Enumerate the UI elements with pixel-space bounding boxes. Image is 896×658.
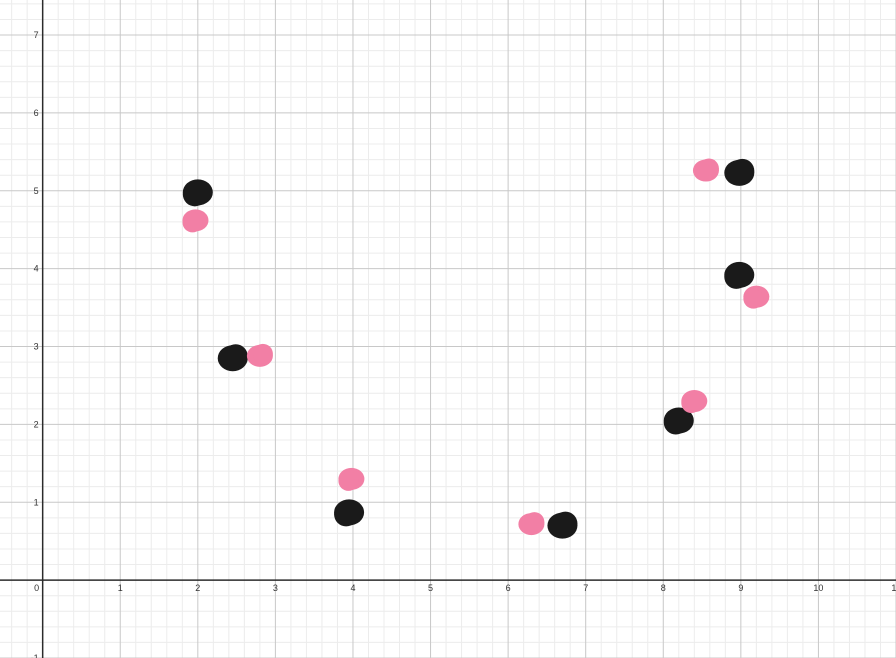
x-tick-label: 10 (813, 583, 823, 593)
pink-point (518, 512, 545, 536)
pink-point (681, 390, 708, 414)
x-tick-label: 2 (195, 583, 200, 593)
y-tick-label: 1 (34, 497, 39, 507)
y-tick-label: 5 (34, 186, 39, 196)
data-points (182, 158, 770, 539)
x-tick-label: 5 (428, 583, 433, 593)
y-tick-label: -1 (31, 653, 39, 658)
black-point (724, 261, 755, 289)
x-tick-label: 8 (661, 583, 666, 593)
y-tick-label: 6 (34, 108, 39, 118)
pink-point (338, 467, 365, 491)
black-point (547, 511, 578, 539)
y-tick-label: 2 (34, 419, 39, 429)
pink-point (692, 158, 719, 182)
tick-labels: 0 1 2 3 4 5 6 7 8 9 10 11 -1 1 2 3 4 5 6 7 (31, 30, 896, 658)
x-tick-label: 1 (118, 583, 123, 593)
x-tick-label: 6 (506, 583, 511, 593)
x-tick-label: 7 (583, 583, 588, 593)
x-tick-label: 0 (34, 583, 39, 593)
pink-point (182, 209, 209, 233)
x-tick-label: 11 (891, 583, 896, 593)
black-point (334, 499, 365, 527)
pink-point (743, 285, 770, 309)
black-point (182, 179, 213, 207)
black-point (217, 344, 248, 372)
x-tick-label: 3 (273, 583, 278, 593)
x-tick-label: 4 (350, 583, 355, 593)
x-tick-label: 9 (738, 583, 743, 593)
y-tick-label: 4 (34, 264, 39, 274)
black-point (724, 158, 755, 186)
y-tick-label: 3 (34, 342, 39, 352)
black-point (663, 407, 694, 435)
y-tick-label: 7 (34, 30, 39, 40)
pink-point (246, 343, 273, 367)
